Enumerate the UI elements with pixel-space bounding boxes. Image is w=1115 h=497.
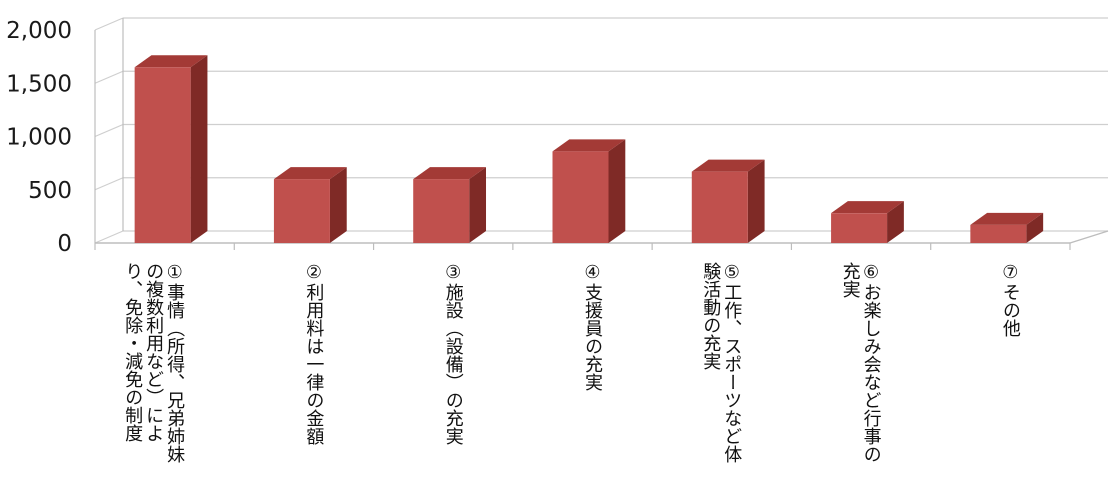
category-label-line: ①事情（所得、兄弟姉妹 xyxy=(164,262,185,463)
bar-side xyxy=(1026,212,1044,243)
bar xyxy=(413,167,487,243)
bar xyxy=(831,201,904,243)
bar xyxy=(691,159,765,243)
bar-top xyxy=(970,212,1044,225)
gridline-side xyxy=(94,177,124,191)
bar-side xyxy=(190,55,208,244)
bar-front xyxy=(691,171,748,243)
bar-top xyxy=(413,167,487,180)
category-label-line: 充実 xyxy=(840,262,861,298)
category-label-line: ②利用料は一律の金額 xyxy=(303,262,324,445)
category-label: ②利用料は一律の金額 xyxy=(303,262,324,445)
bar-top xyxy=(273,167,347,180)
bar xyxy=(970,212,1044,243)
category-label-line: ⑤工作、スポーツなど体 xyxy=(721,262,742,463)
bar-front xyxy=(413,179,470,243)
category-label: ④支援員の充実 xyxy=(582,262,603,391)
category-label-line: り、免除・減免の制度 xyxy=(122,262,143,442)
bar-front xyxy=(134,67,191,244)
y-tick-labels: 0 500 1,000 1,500 2,000 xyxy=(6,18,72,257)
category-label: ③施設（設備）の充実 xyxy=(443,262,464,445)
bar-top xyxy=(134,55,208,68)
bar xyxy=(552,139,626,243)
gridline-side xyxy=(94,230,124,244)
category-label: ⑦その他 xyxy=(1000,262,1021,337)
bar xyxy=(134,55,208,244)
y-tick-label: 1,000 xyxy=(6,125,72,151)
gridline-side xyxy=(94,17,124,31)
category-label-line: ③施設（設備）の充実 xyxy=(443,262,464,445)
gridline-side xyxy=(94,70,124,84)
bar-side xyxy=(469,167,487,243)
bar-top xyxy=(691,159,765,172)
category-label-line: 験活動の充実 xyxy=(700,262,721,370)
category-label-line: の複数利用など）によ xyxy=(143,262,164,442)
category-label-line: ④支援員の充実 xyxy=(582,262,603,391)
bar-front xyxy=(831,213,888,243)
bar-side xyxy=(747,159,765,243)
bar-side xyxy=(608,139,626,243)
bar-side xyxy=(887,201,904,243)
y-tick-label: 0 xyxy=(57,231,72,257)
y-tick-label: 500 xyxy=(28,178,72,204)
bar-front xyxy=(273,179,330,243)
category-label-line: ⑦その他 xyxy=(1000,262,1021,337)
y-tick-label: 1,500 xyxy=(6,71,72,97)
floor-edge xyxy=(1069,230,1109,244)
bar-front xyxy=(970,224,1027,243)
category-label-line: ⑥お楽しみ会など行事の xyxy=(861,262,882,463)
gridline-side xyxy=(94,123,124,138)
bars xyxy=(134,55,1044,244)
bar-top xyxy=(552,139,626,152)
bar xyxy=(273,167,347,243)
bar-front xyxy=(552,151,609,243)
y-tick-label: 2,000 xyxy=(6,18,72,44)
bar-top xyxy=(831,201,904,214)
bar-side xyxy=(329,167,347,243)
